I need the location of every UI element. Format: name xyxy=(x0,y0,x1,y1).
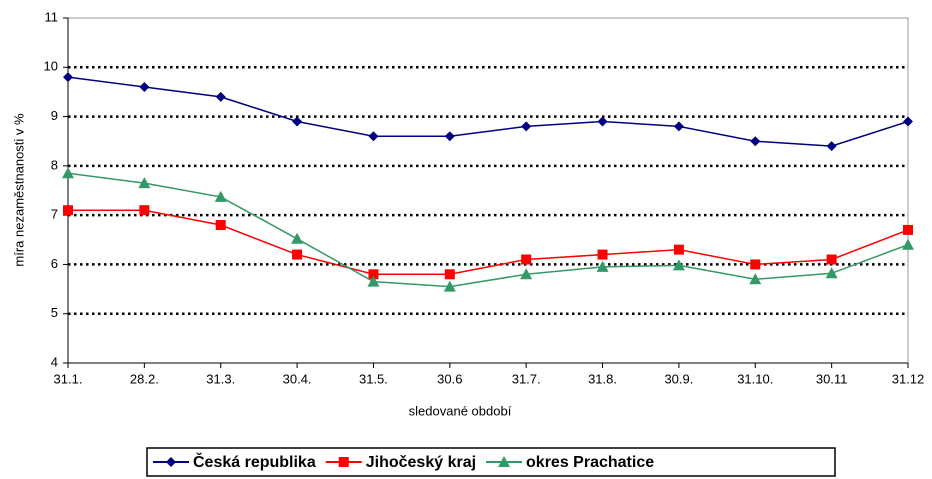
data-point xyxy=(597,116,608,127)
data-point xyxy=(367,275,380,287)
x-tick-label: 30.9. xyxy=(664,371,693,386)
legend-label: Jihočeský kraj xyxy=(366,454,476,471)
series-line xyxy=(67,76,909,147)
y-tick-label: 7 xyxy=(51,207,58,222)
y-tick-label: 5 xyxy=(51,305,58,320)
legend-label: okres Prachatice xyxy=(526,454,654,471)
series-line xyxy=(68,209,909,276)
series-line xyxy=(67,172,909,288)
data-point xyxy=(291,232,304,244)
data-point xyxy=(521,121,532,132)
data-point xyxy=(215,91,226,102)
y-tick-label: 8 xyxy=(51,157,58,172)
x-tick-label: 28.2. xyxy=(130,371,159,386)
data-point xyxy=(62,167,74,179)
data-point xyxy=(750,259,761,270)
legend-marker xyxy=(498,456,511,467)
legend-label: Česká republika xyxy=(193,452,316,471)
legend-marker xyxy=(166,457,176,467)
data-point xyxy=(63,72,73,83)
data-point xyxy=(673,121,684,132)
data-point xyxy=(903,224,913,235)
x-tick-label: 31.8. xyxy=(588,371,617,386)
data-point xyxy=(826,141,837,152)
data-point xyxy=(902,238,914,250)
data-point xyxy=(825,267,838,279)
data-point xyxy=(138,177,151,189)
x-axis-label: sledované období xyxy=(409,403,512,418)
data-point xyxy=(215,220,226,230)
data-point xyxy=(749,273,762,285)
x-tick-label: 31.5. xyxy=(359,371,388,386)
x-tick-label: 30.11 xyxy=(816,371,848,386)
data-point xyxy=(63,205,73,216)
data-point xyxy=(521,254,532,265)
data-point xyxy=(292,116,303,127)
data-point xyxy=(520,268,533,280)
legend-marker xyxy=(338,457,349,467)
x-tick-label: 31.12 xyxy=(892,371,925,386)
data-point xyxy=(443,280,456,292)
data-point xyxy=(750,136,761,147)
data-point xyxy=(673,244,684,255)
y-tick-label: 11 xyxy=(45,9,59,24)
x-tick-label: 31.1. xyxy=(54,371,83,386)
data-point xyxy=(672,259,685,271)
data-point xyxy=(903,116,913,127)
data-point xyxy=(597,249,608,260)
x-tick-label: 31.7. xyxy=(512,371,541,386)
data-point xyxy=(596,260,609,272)
x-tick-label: 31.10. xyxy=(737,371,773,386)
data-point xyxy=(214,190,227,202)
y-tick-label: 6 xyxy=(51,256,58,271)
x-tick-label: 31.3. xyxy=(206,371,235,386)
x-tick-label: 30.6 xyxy=(437,371,462,386)
y-tick-label: 9 xyxy=(51,108,58,123)
data-point xyxy=(292,249,303,260)
data-point xyxy=(139,82,150,92)
plot-area xyxy=(67,17,909,364)
data-point xyxy=(139,205,150,216)
y-axis-label: míra nezaměstnanosti v % xyxy=(11,113,26,267)
data-point xyxy=(368,131,379,142)
data-point xyxy=(444,269,455,280)
y-tick-label: 10 xyxy=(44,59,58,74)
x-tick-label: 30.4. xyxy=(283,371,312,386)
y-tick-label: 4 xyxy=(51,354,58,369)
data-point xyxy=(368,269,379,280)
data-point xyxy=(826,254,837,265)
data-point xyxy=(444,131,455,142)
